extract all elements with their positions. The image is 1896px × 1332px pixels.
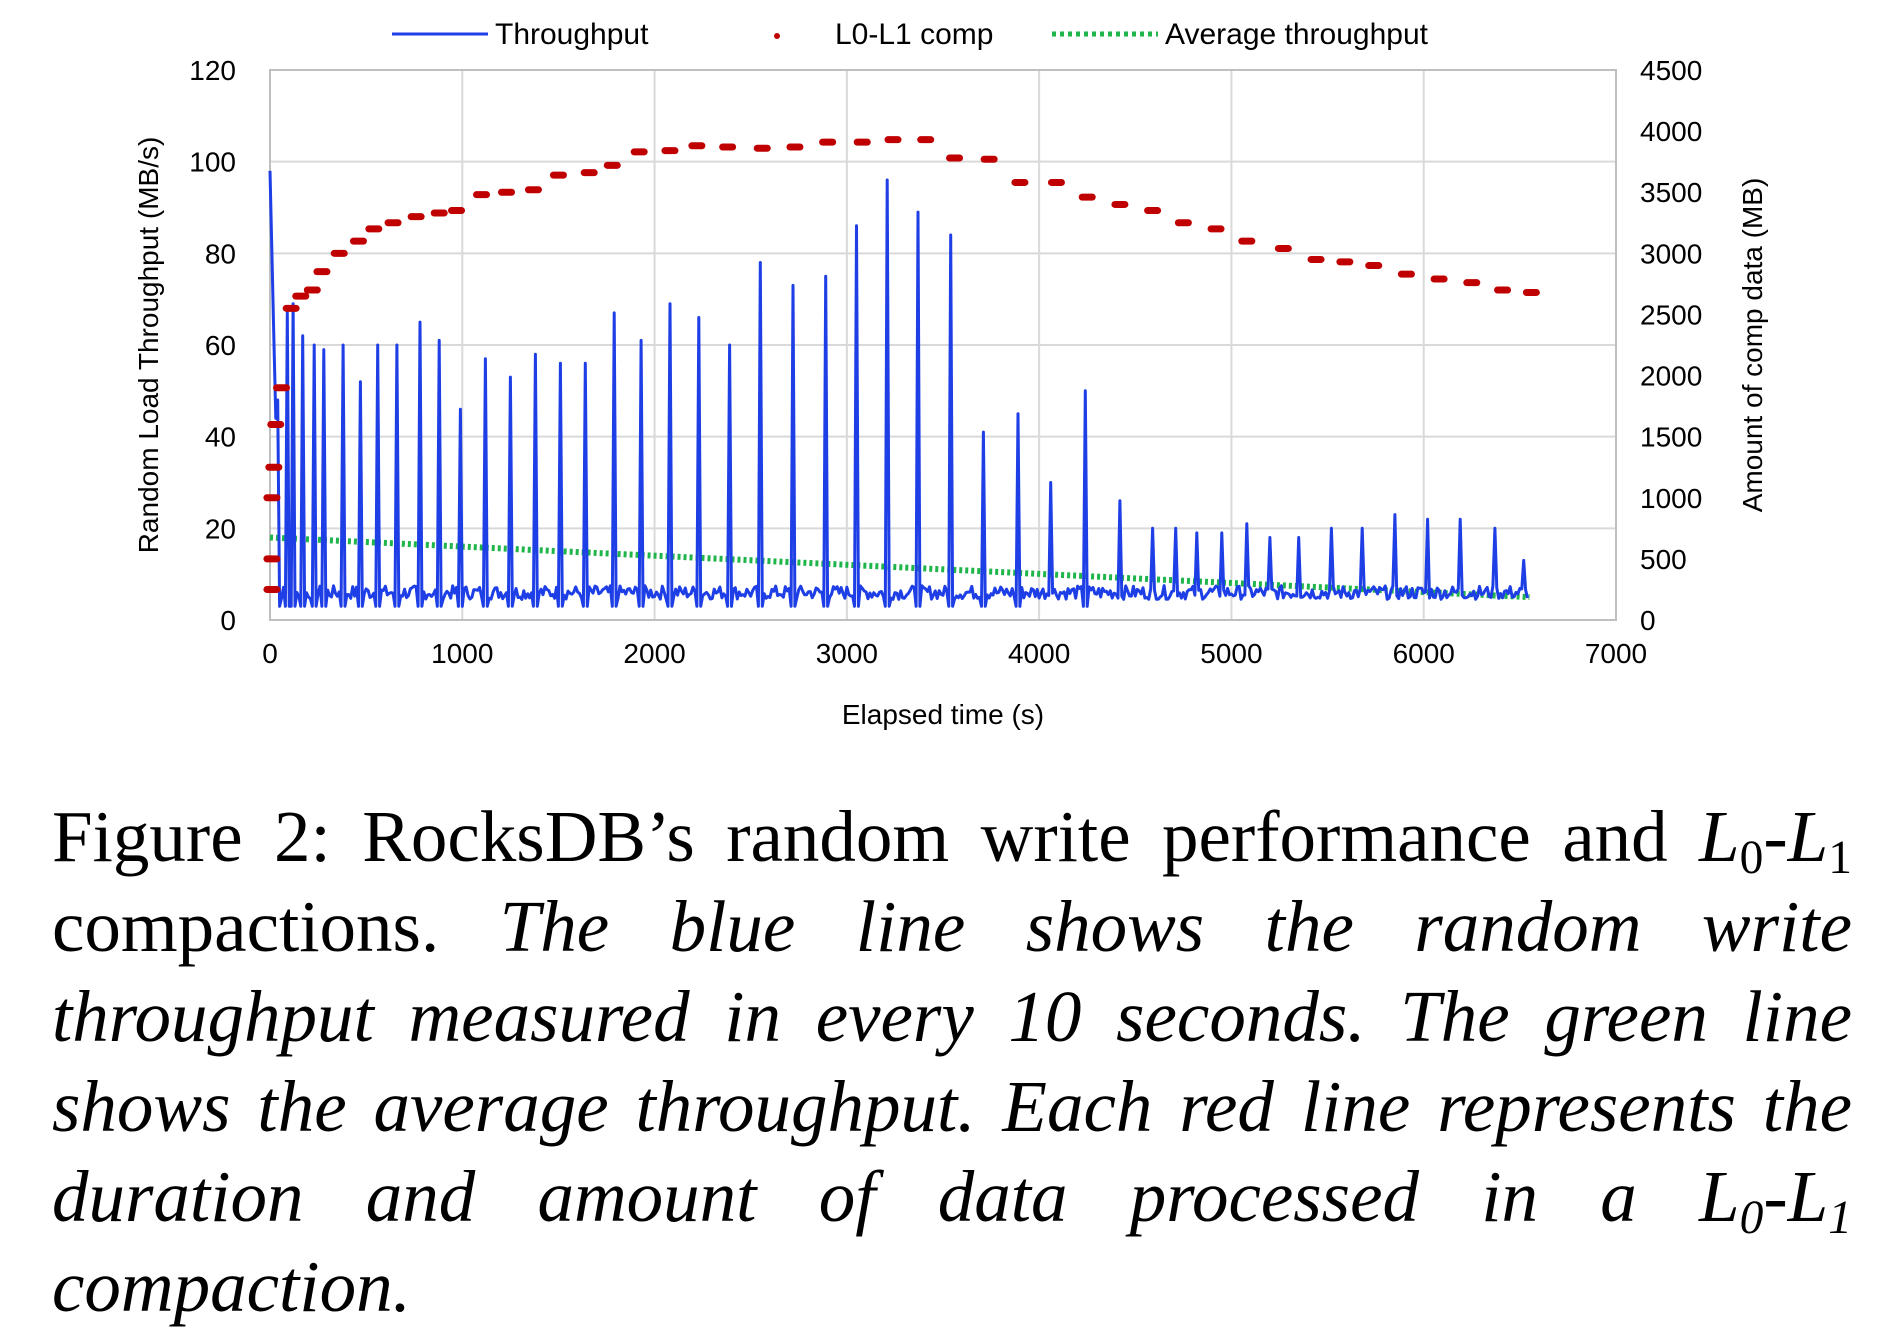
x-tick-label: 6000 [1393,638,1455,669]
chart: 0 1000 2000 3000 4000 5000 6000 7000 0204060801… [133,18,1768,730]
x-tick-label: 5000 [1200,638,1262,669]
caption-l-2: L [1787,796,1829,877]
average-throughput-series [269,534,1530,601]
y-right-tick-label: 3000 [1640,238,1702,269]
caption-sub-3: 1 [1828,1191,1852,1244]
y-right-tick-label: 2500 [1640,299,1702,330]
legend: Throughput L0-L1 comp Average throughput [392,18,1429,51]
caption-dash-2: - [1763,1156,1788,1237]
figure-caption: Figure 2: RocksDB’s random write perform… [52,792,1852,1332]
caption-l-3: L [1699,1156,1740,1237]
y-left-tick-label: 120 [189,55,236,86]
legend-throughput-label: Throughput [495,18,649,51]
y-right-tick-label: 2000 [1640,361,1702,392]
throughput-line [268,170,1529,608]
y-left-axis-label: Random Load Throughput (MB/s) [133,137,164,554]
caption-text-1: Figure 2: RocksDB’s random write perform… [52,796,1700,877]
x-tick-label: 3000 [816,638,878,669]
x-axis-label: Elapsed time (s) [842,699,1044,730]
legend-average-label: Average throughput [1165,18,1429,51]
y-right-tick-label: 500 [1640,544,1687,575]
y-left-tick-label: 60 [205,330,236,361]
y-right-axis-label: Amount of comp data (MB) [1737,178,1768,513]
caption-sub-0: 0 [1739,831,1764,884]
y-right-tick-label: 1000 [1640,483,1702,514]
y-left-tick-label: 80 [205,238,236,269]
x-tick-label: 2000 [623,638,685,669]
legend-comp-swatch [774,33,780,39]
average-throughput-line [269,534,1530,601]
y-left-tick-label: 40 [205,422,236,453]
y-left-tick-label: 20 [205,513,236,544]
caption-l-1: L [1699,796,1740,877]
y-left-tick-label: 100 [189,147,236,178]
y-right-tick-label: 0 [1640,605,1656,636]
caption-dash-1: - [1763,796,1788,877]
y-right-tick-label: 1500 [1640,422,1702,453]
x-tick-label: 7000 [1585,638,1647,669]
x-tick-label: 0 [262,638,278,669]
grid [269,69,1617,621]
y-left-tick-labels: 0 20 40 60 80 100 120 [189,55,236,636]
caption-italic-end: compaction. [52,1246,411,1327]
y-left-tick-label: 0 [220,605,236,636]
x-tick-label: 4000 [1008,638,1070,669]
y-right-tick-label: 4000 [1640,116,1702,147]
throughput-series [268,170,1529,608]
caption-l-4: L [1787,1156,1829,1237]
y-right-tick-label: 3500 [1640,177,1702,208]
caption-text-2: compactions. [52,886,500,967]
plot-area-frame [269,69,1617,621]
y-right-tick-labels: 0 500 1000 1500 2000 2500 3000 3500 4000 4500 [1640,55,1702,636]
caption-sub-1: 1 [1828,831,1852,884]
comp-series [263,136,1540,593]
y-right-tick-label: 4500 [1640,55,1702,86]
caption-sub-2: 0 [1739,1191,1764,1244]
caption-italic-text: The blue line shows the random write thr… [52,886,1852,1237]
x-tick-label: 1000 [431,638,493,669]
x-tick-labels: 0 1000 2000 3000 4000 5000 6000 7000 [262,638,1647,669]
legend-comp-label: L0-L1 comp [835,18,993,51]
